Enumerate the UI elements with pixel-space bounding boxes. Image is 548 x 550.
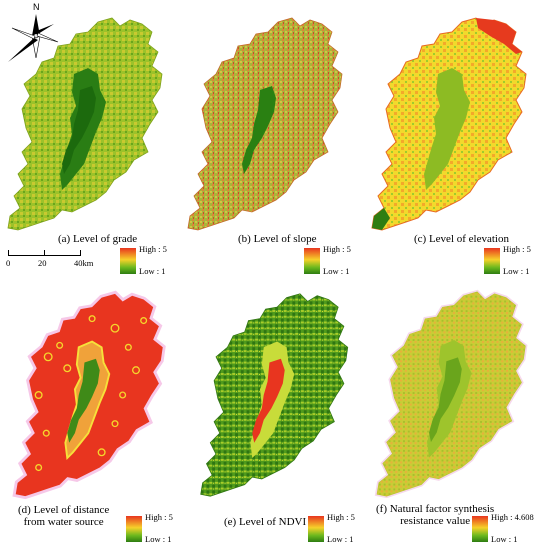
legend-f: High : 4.608 Low : 1 [472, 512, 542, 548]
legend-high: High : 5 [139, 244, 167, 254]
north-arrow: N [2, 2, 60, 72]
caption-d: (d) Level of distance from water source [18, 504, 109, 528]
caption-d-line2: from water source [23, 516, 104, 528]
north-arrow-icon [8, 14, 59, 62]
north-label: N [33, 2, 40, 12]
scale-tick [80, 250, 81, 256]
panel-f [366, 288, 546, 500]
map-ndvi [200, 293, 349, 497]
legend-gradient [484, 248, 500, 274]
caption-d-line1: (d) Level of distance [18, 504, 110, 516]
legend-high: High : 5 [503, 244, 531, 254]
legend-low: Low : 1 [503, 266, 530, 276]
legend-high: High : 4.608 [491, 512, 534, 522]
caption-c: (c) Level of elevation [414, 233, 509, 245]
caption-f-line2: resistance value [400, 515, 471, 527]
panel-e [190, 290, 368, 500]
legend-high: High : 5 [323, 244, 351, 254]
caption-e: (e) Level of NDVI [224, 516, 307, 528]
legend-high: High : 5 [145, 512, 173, 522]
legend-low: Low : 1 [145, 534, 172, 544]
legend-gradient [126, 516, 142, 542]
map-synthesis-resistance [375, 289, 528, 499]
map-grade [7, 17, 163, 231]
caption-f: (f) Natural factor synthesis resistance … [376, 503, 494, 527]
legend-low: Low : 1 [139, 266, 166, 276]
legend-gradient [120, 248, 136, 274]
legend-d: High : 5 Low : 1 [126, 512, 196, 548]
scale-tick [44, 250, 45, 256]
legend-e: High : 5 Low : 1 [308, 512, 378, 548]
map-water-distance [2, 290, 186, 500]
scale-label-20: 20 [38, 258, 47, 268]
scale-bar: 0 20 40km [4, 248, 94, 270]
panel-a [2, 14, 178, 234]
legend-b: High : 5 Low : 1 [304, 244, 374, 280]
legend-gradient [472, 516, 488, 542]
legend-gradient [308, 516, 324, 542]
scale-tick [8, 250, 9, 256]
caption-a: (a) Level of grade [58, 233, 138, 245]
legend-c: High : 5 Low : 1 [484, 244, 548, 280]
scale-label-40: 40km [74, 258, 94, 268]
map-slope [187, 17, 343, 231]
caption-f-line1: (f) Natural factor synthesis [376, 503, 495, 515]
legend-high: High : 5 [327, 512, 355, 522]
caption-b: (b) Level of slope [238, 233, 317, 245]
panel-c [364, 14, 544, 234]
legend-low: Low : 1 [327, 534, 354, 544]
legend-low: Low : 1 [323, 266, 350, 276]
panel-d [2, 290, 186, 500]
scale-label-0: 0 [6, 258, 11, 268]
map-elevation [371, 17, 527, 231]
legend-a: High : 5 Low : 1 [120, 244, 190, 280]
panel-b [182, 14, 358, 234]
legend-low: Low : 1 [491, 534, 518, 544]
legend-gradient [304, 248, 320, 274]
